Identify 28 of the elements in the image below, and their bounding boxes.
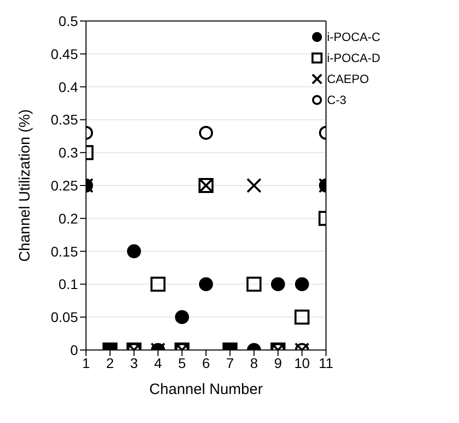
x-tick-label: 9 [274,354,282,371]
y-tick-label: 0 [70,342,78,358]
legend-label: CAEPO [327,72,370,86]
x-tick-label: 2 [106,354,114,371]
x-tick-label: 6 [202,354,210,371]
legend-label: i-POCA-D [327,50,380,64]
y-tick-label: 0.1 [58,276,78,292]
x-tick-label: 11 [318,354,334,371]
y-tick-label: 0.35 [50,112,78,128]
legend-label: C-3 [327,92,346,106]
y-tick-label: 0.25 [50,177,78,194]
x-tick-label: 7 [226,354,234,371]
x-axis-title: Channel Number [149,381,263,398]
y-tick-label: 0.2 [58,210,78,226]
y-tick-label: 0.3 [58,144,78,161]
x-tick-label: 10 [294,354,310,371]
y-axis-title: Channel Utilization (%) [16,109,34,262]
x-tick-label: 4 [154,354,162,371]
legend-label: i-POCA-C [327,30,380,44]
y-tick-label: 0.5 [58,12,78,29]
y-tick-label: 0.05 [50,309,78,326]
y-tick-label: 0.15 [50,243,78,260]
x-tick-label: 1 [82,354,90,371]
y-tick-label: 0.45 [50,46,78,62]
x-tick-label: 8 [250,354,258,371]
y-tick-label: 0.4 [58,78,78,95]
x-tick-label: 5 [178,354,186,371]
x-tick-label: 3 [130,354,138,371]
